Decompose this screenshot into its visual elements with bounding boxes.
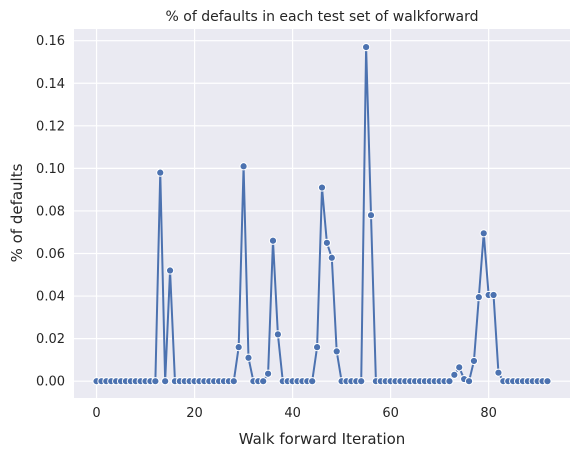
data-point <box>322 238 332 247</box>
data-point <box>479 229 488 238</box>
y-tick-label: 0.12 <box>36 119 65 134</box>
x-axis-ticks: 0 20 40 60 80 <box>92 406 497 421</box>
data-point <box>494 368 503 377</box>
data-point <box>161 377 170 386</box>
data-point <box>317 183 327 192</box>
data-point <box>543 377 552 386</box>
chart-title: % of defaults in each test set of walkfo… <box>166 9 479 25</box>
data-point <box>332 347 341 356</box>
y-tick-label: 0.14 <box>36 77 65 92</box>
y-tick-label: 0.10 <box>36 162 65 177</box>
data-point <box>327 253 336 262</box>
data-point <box>244 353 253 362</box>
data-point <box>268 236 278 245</box>
y-tick-label: 0.00 <box>36 375 65 390</box>
data-point <box>445 377 454 386</box>
data-point <box>234 343 243 352</box>
y-axis-label: % of defaults <box>8 163 26 262</box>
data-point <box>229 377 238 386</box>
data-point <box>165 266 175 275</box>
data-point <box>362 42 371 52</box>
data-point <box>263 369 273 378</box>
y-tick-label: 0.04 <box>36 290 65 305</box>
data-point <box>469 356 479 366</box>
data-point <box>464 377 474 386</box>
data-point <box>450 370 459 379</box>
y-tick-label: 0.16 <box>36 34 65 49</box>
data-point <box>312 343 322 352</box>
data-point <box>366 211 376 220</box>
x-tick-label: 60 <box>382 406 399 421</box>
x-tick-label: 40 <box>284 406 301 421</box>
series-group <box>92 42 552 386</box>
x-tick-label: 20 <box>186 406 203 421</box>
data-point <box>455 363 464 372</box>
x-axis-label: Walk forward Iteration <box>239 430 406 448</box>
data-point <box>308 377 317 386</box>
y-tick-label: 0.06 <box>36 247 65 262</box>
data-point <box>151 377 160 386</box>
data-point <box>273 330 282 339</box>
data-point <box>259 377 268 386</box>
data-point <box>474 293 483 302</box>
x-tick-label: 80 <box>480 406 497 421</box>
data-point <box>156 168 165 177</box>
y-axis-ticks: 0.00 0.02 0.04 0.06 0.08 0.10 0.12 0.14 0.16 <box>36 34 65 389</box>
data-point <box>239 162 248 171</box>
y-tick-label: 0.02 <box>36 332 65 347</box>
data-point <box>357 377 366 386</box>
data-point <box>489 290 498 300</box>
x-tick-label: 0 <box>92 406 100 421</box>
y-tick-label: 0.08 <box>36 204 65 219</box>
